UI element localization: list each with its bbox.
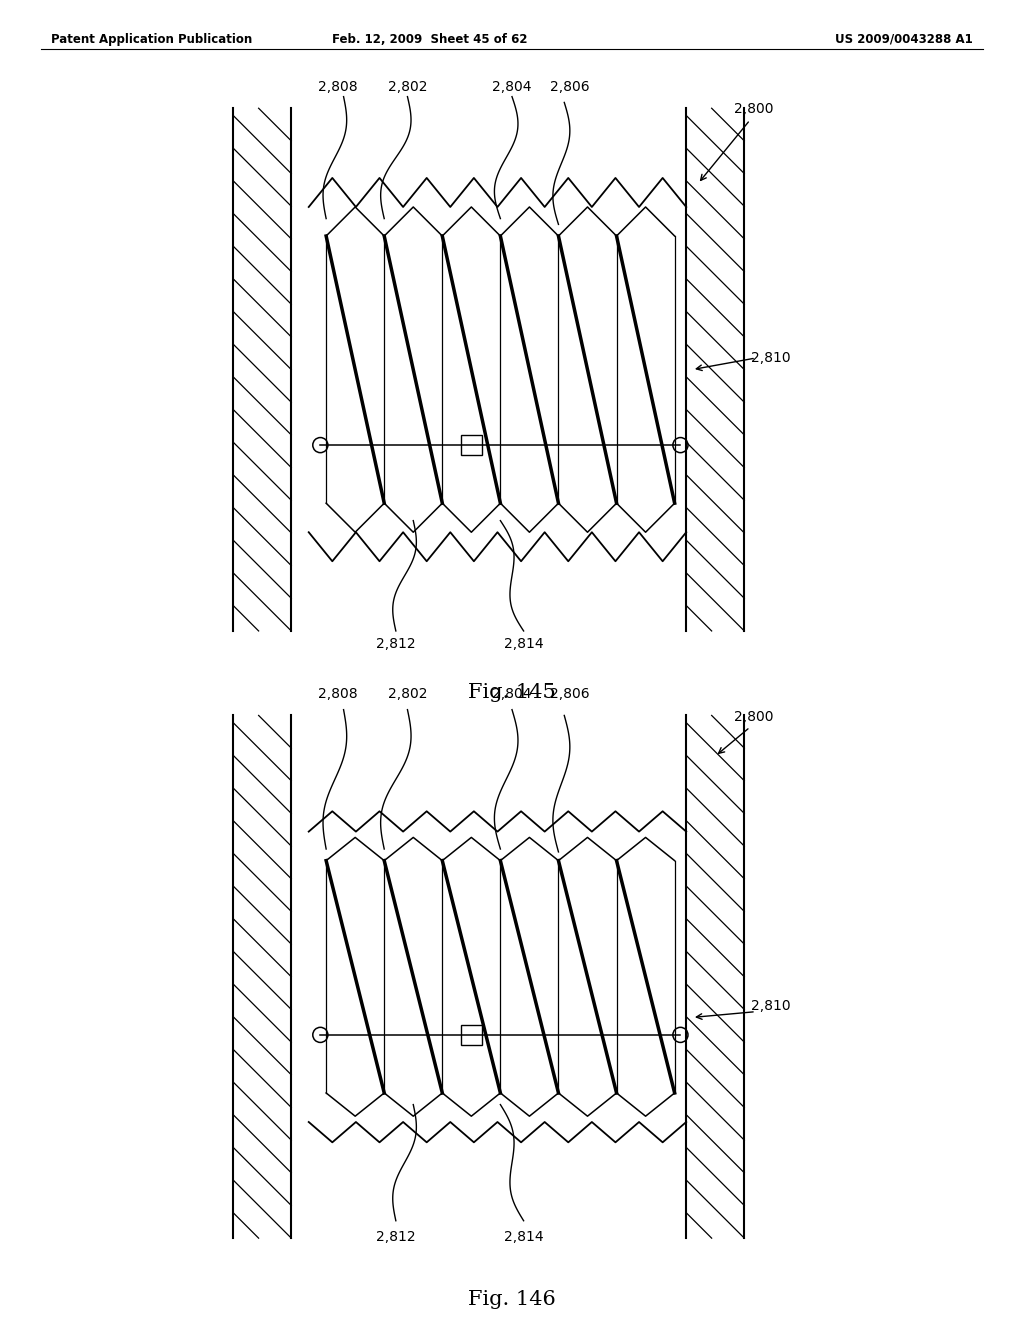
- Text: 2,806: 2,806: [550, 686, 590, 701]
- Bar: [461, 436, 481, 455]
- Text: 2,808: 2,808: [317, 79, 357, 94]
- Text: Patent Application Publication: Patent Application Publication: [51, 33, 253, 46]
- Text: 2,800: 2,800: [734, 103, 773, 116]
- Text: 2,814: 2,814: [504, 1230, 544, 1243]
- Text: 2,800: 2,800: [734, 710, 773, 723]
- Text: 2,812: 2,812: [376, 1230, 416, 1243]
- Text: Feb. 12, 2009  Sheet 45 of 62: Feb. 12, 2009 Sheet 45 of 62: [333, 33, 527, 46]
- Text: Fig. 146: Fig. 146: [468, 1291, 556, 1309]
- Text: 2,808: 2,808: [317, 686, 357, 701]
- Text: 2,810: 2,810: [752, 351, 791, 366]
- Text: 2,802: 2,802: [388, 686, 427, 701]
- Text: 2,812: 2,812: [376, 638, 416, 651]
- Text: 2,804: 2,804: [493, 79, 531, 94]
- Text: 2,806: 2,806: [550, 79, 590, 94]
- Text: 2,810: 2,810: [752, 999, 791, 1012]
- Text: US 2009/0043288 A1: US 2009/0043288 A1: [835, 33, 973, 46]
- Text: 2,802: 2,802: [388, 79, 427, 94]
- Text: Fig. 145: Fig. 145: [468, 684, 556, 702]
- Text: 2,804: 2,804: [493, 686, 531, 701]
- Bar: [461, 1024, 481, 1045]
- Text: 2,814: 2,814: [504, 638, 544, 651]
